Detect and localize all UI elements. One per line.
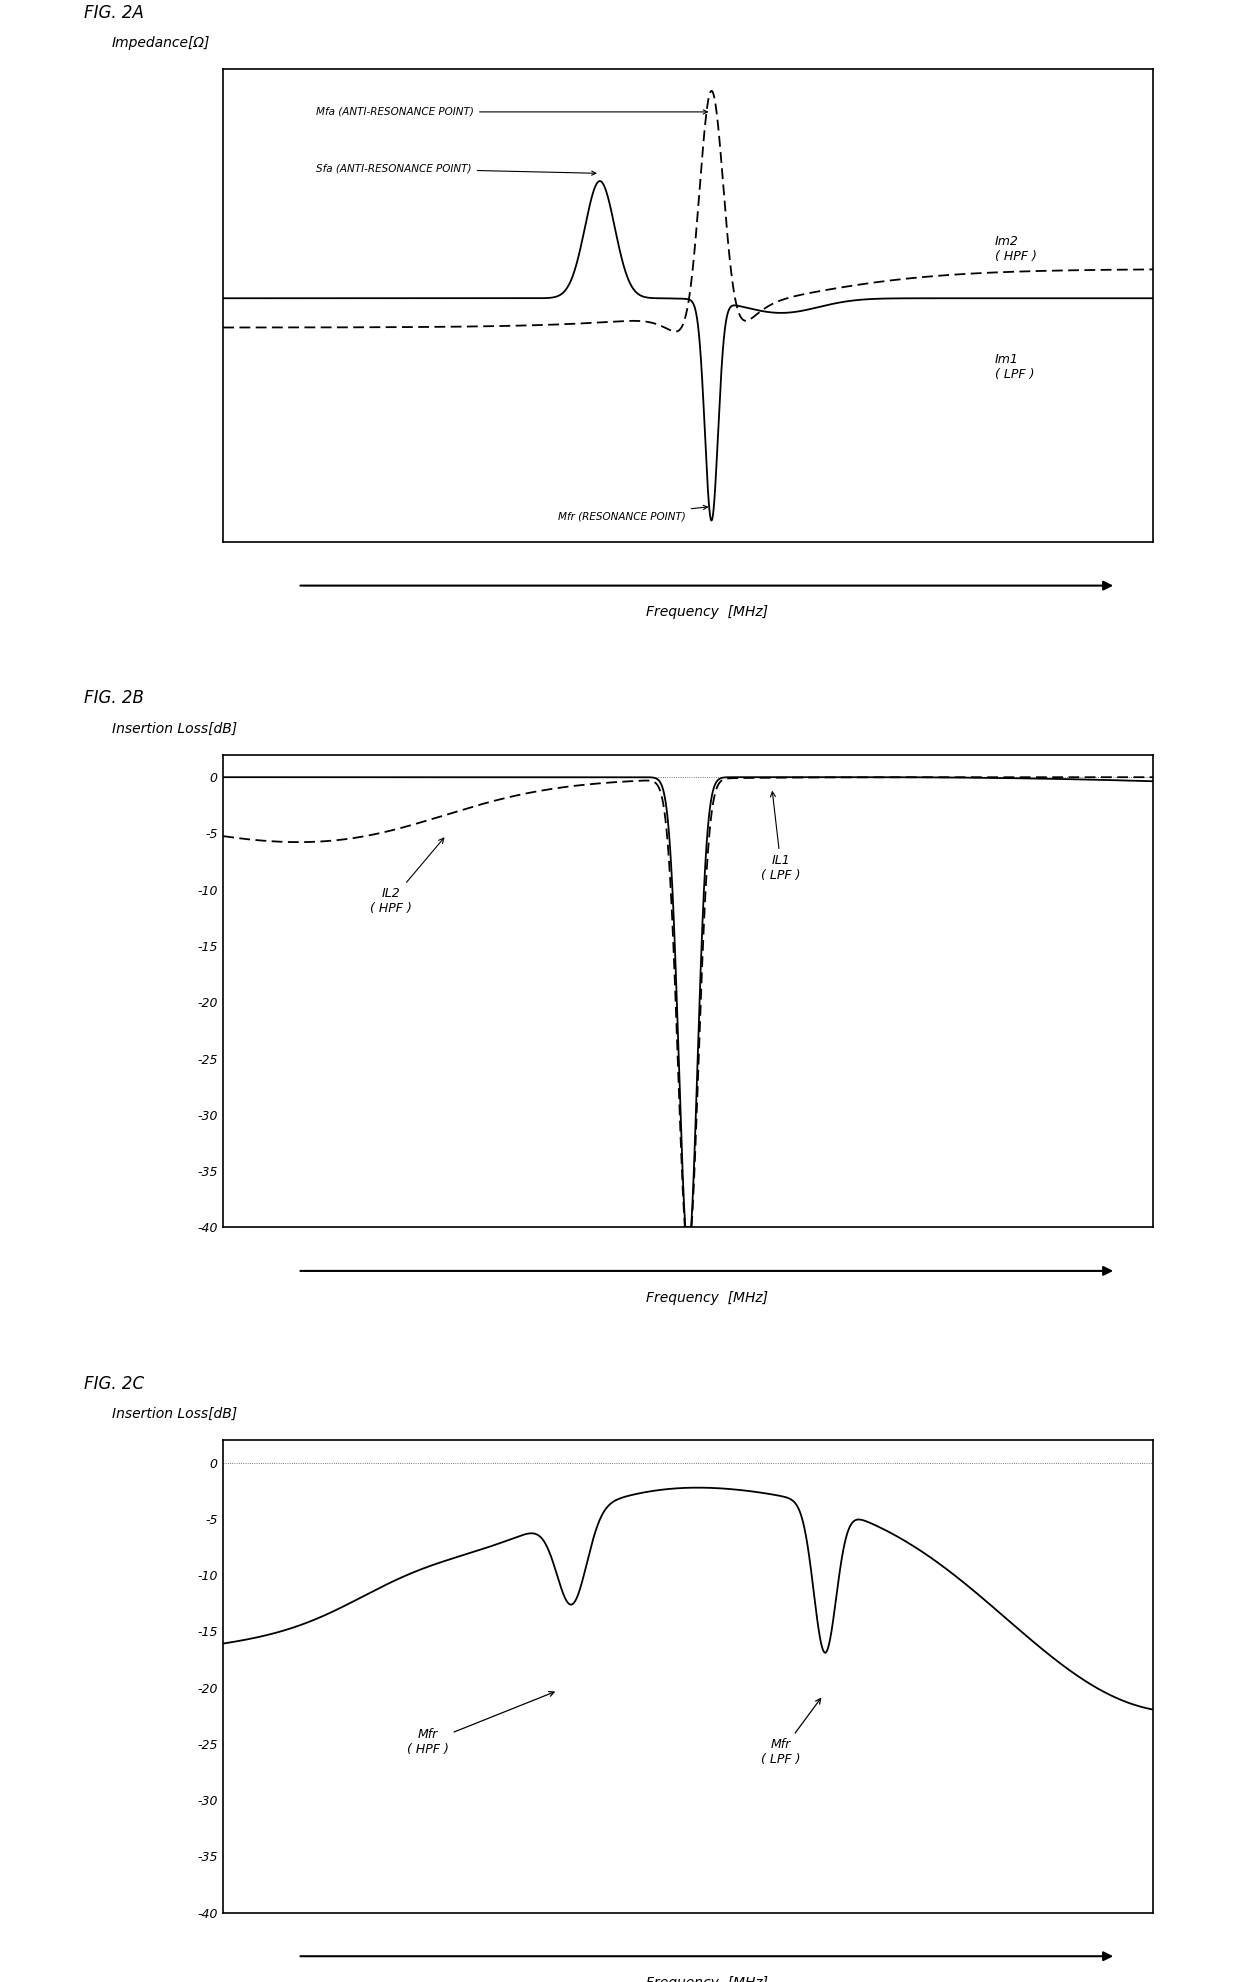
Text: Mfr
( LPF ): Mfr ( LPF ) (761, 1699, 821, 1766)
Text: Frequency  [MHz]: Frequency [MHz] (646, 605, 768, 620)
Text: FIG. 2B: FIG. 2B (84, 690, 144, 708)
Text: Mfa (ANTI-RESONANCE POINT): Mfa (ANTI-RESONANCE POINT) (316, 107, 708, 117)
Text: FIG. 2C: FIG. 2C (84, 1376, 144, 1393)
Text: Sfa (ANTI-RESONANCE POINT): Sfa (ANTI-RESONANCE POINT) (316, 165, 596, 174)
Text: Insertion Loss[dB]: Insertion Loss[dB] (112, 721, 237, 735)
Text: Im1
( LPF ): Im1 ( LPF ) (994, 353, 1034, 381)
Text: Impedance[Ω]: Impedance[Ω] (112, 36, 210, 50)
Text: Im2
( HPF ): Im2 ( HPF ) (994, 236, 1037, 264)
Text: IL1
( LPF ): IL1 ( LPF ) (761, 791, 801, 882)
Text: IL2
( HPF ): IL2 ( HPF ) (370, 838, 444, 916)
Text: Insertion Loss[dB]: Insertion Loss[dB] (112, 1407, 237, 1421)
Text: Frequency  [MHz]: Frequency [MHz] (646, 1290, 768, 1304)
Text: Mfr
( HPF ): Mfr ( HPF ) (407, 1691, 554, 1756)
Text: Mfr (RESONANCE POINT): Mfr (RESONANCE POINT) (558, 505, 708, 521)
Text: Frequency  [MHz]: Frequency [MHz] (646, 1976, 768, 1982)
Text: FIG. 2A: FIG. 2A (84, 4, 144, 22)
